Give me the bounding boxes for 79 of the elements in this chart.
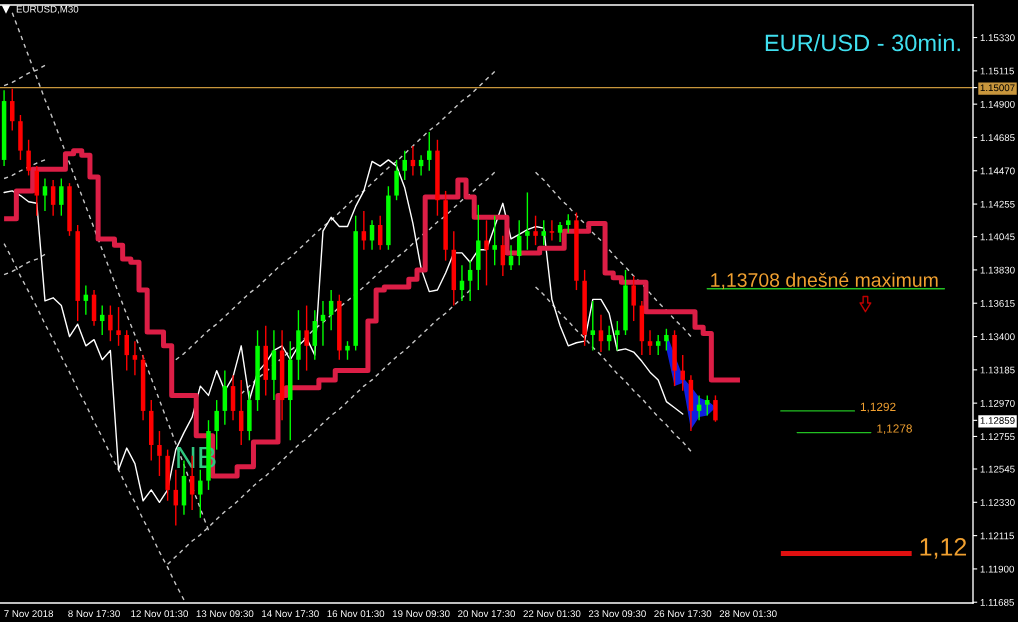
y-tick-label: 1.13830 [980, 266, 1015, 274]
candlestick [484, 219, 489, 287]
series-label: 1,12 [920, 538, 967, 559]
candlestick [124, 329, 129, 372]
line-series [534, 286, 692, 452]
candlestick [664, 328, 669, 352]
candlestick [10, 87, 15, 132]
y-tick-label: 1.14470 [980, 167, 1015, 175]
candlestick [132, 340, 138, 376]
candlestick [655, 334, 661, 356]
chart-subtitle: EURUSD,M30 [16, 5, 79, 14]
candlestick [615, 320, 620, 352]
y-tick-label: 1.14900 [980, 100, 1015, 108]
y-tick-label: 1.12859 [980, 417, 1015, 424]
y-tick-label: 1.14685 [980, 134, 1015, 142]
candlestick [42, 177, 48, 212]
candlestick [590, 300, 596, 352]
y-tick-label: 1.13615 [980, 299, 1015, 307]
candlestick [680, 354, 685, 392]
y-tick-label: 1.15007 [980, 84, 1015, 92]
x-tick-label: 14 Nov 17:30 [262, 610, 319, 618]
y-tick-label: 1.12545 [980, 465, 1015, 473]
x-tick-label: 26 Nov 17:30 [654, 610, 712, 618]
candlestick [549, 219, 555, 242]
candlestick [26, 139, 31, 177]
candlestick [467, 259, 473, 302]
candlestick [541, 219, 546, 246]
x-tick-label: 12 Nov 01:30 [131, 610, 188, 618]
series-label: 1,1278 [877, 424, 912, 435]
candlestick [566, 213, 571, 234]
candlestick [427, 131, 432, 172]
x-tick-label: 16 Nov 01:30 [327, 610, 385, 618]
candlestick [198, 469, 203, 519]
candlestick [304, 304, 309, 372]
candlestick [50, 179, 56, 217]
candlestick [533, 214, 538, 246]
y-tick-label: 1.11900 [980, 565, 1014, 573]
x-tick-label: 20 Nov 17:30 [458, 610, 516, 618]
x-tick-label: 8 Nov 17:30 [68, 610, 120, 618]
series-label: 1,13708 dnešné maximum [711, 272, 938, 290]
y-tick-label: 1.13400 [980, 333, 1015, 341]
x-tick-label: 19 Nov 09:30 [392, 610, 450, 618]
y-tick-label: 1.12755 [980, 433, 1015, 441]
line-series [534, 171, 692, 338]
y-tick-label: 1.12970 [980, 399, 1015, 407]
candlestick [647, 329, 653, 356]
x-tick-label: 13 Nov 09:30 [196, 610, 254, 618]
series-label: 1,1292 [860, 402, 896, 413]
y-tick-label: 1.12330 [980, 499, 1015, 506]
y-tick-label: 1.13185 [980, 366, 1015, 374]
candlestick [214, 399, 219, 451]
candlestick [631, 275, 636, 322]
text: EUR/USD - 30min. [765, 34, 960, 52]
x-tick-label: 7 Nov 2018 [4, 610, 54, 618]
line-series [3, 159, 684, 503]
candlestick [492, 214, 497, 266]
candlestick [116, 306, 121, 347]
candlestick [598, 314, 604, 353]
y-tick-label: 1.14255 [980, 200, 1015, 208]
candlestick [557, 221, 563, 243]
y-tick-label: 1.15330 [980, 34, 1015, 42]
y-tick-label: 1.11685 [980, 598, 1014, 606]
candlestick [402, 149, 407, 181]
candlestick [108, 304, 113, 342]
x-tick-label: 23 Nov 09:30 [588, 610, 646, 618]
candlestick [59, 177, 64, 217]
line-series [240, 171, 496, 395]
y-tick-label: 1.14045 [980, 233, 1015, 241]
x-tick-label: 22 Nov 01:30 [523, 610, 581, 618]
candlestick [345, 340, 350, 361]
line-series [175, 70, 496, 361]
y-tick-label: 1.12115 [980, 532, 1014, 540]
candlestick [157, 430, 162, 477]
candlestick [713, 394, 718, 423]
y-tick-label: 1.15115 [980, 67, 1014, 75]
x-tick-label: 28 Nov 01:30 [719, 610, 777, 618]
line-series [3, 159, 46, 180]
candlestick [705, 394, 710, 417]
candlestick [525, 191, 530, 251]
